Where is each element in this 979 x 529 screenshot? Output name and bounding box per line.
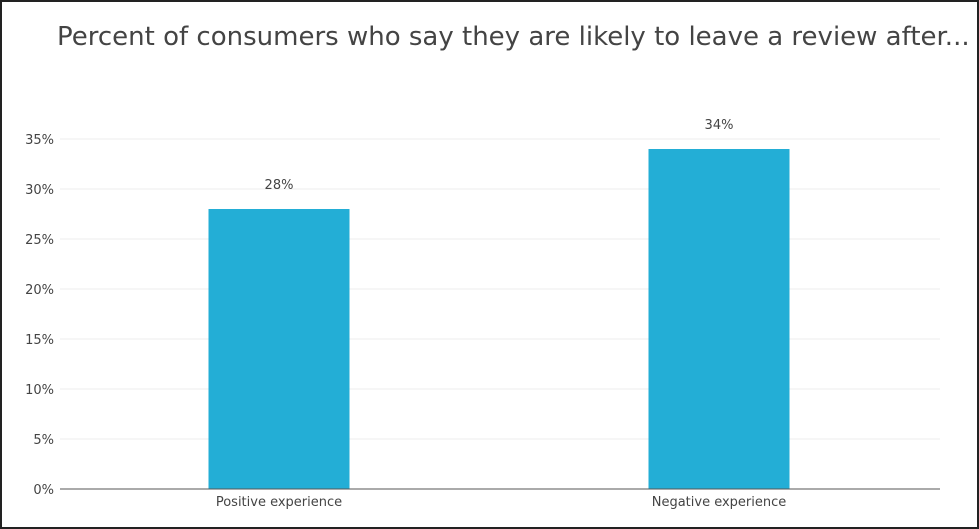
data-label: 34%	[705, 118, 734, 133]
y-tick-label: 15%	[25, 333, 54, 348]
data-label: 28%	[265, 178, 294, 193]
y-tick-label: 5%	[33, 433, 54, 448]
y-axis-ticks: 0% 5% 10% 15% 20% 25% 30% 35%	[25, 133, 54, 498]
bars	[208, 149, 790, 489]
x-category-label: Positive experience	[216, 495, 342, 510]
chart-title: Percent of consumers who say they are li…	[57, 22, 970, 52]
x-category-label: Negative experience	[652, 495, 787, 510]
bar-negative-experience	[648, 149, 790, 489]
bar-positive-experience	[208, 209, 350, 489]
grid-layer	[60, 138, 940, 440]
y-tick-label: 35%	[25, 133, 54, 148]
y-tick-label: 0%	[33, 483, 54, 498]
y-tick-label: 30%	[25, 183, 54, 198]
y-tick-label: 10%	[25, 383, 54, 398]
y-tick-label: 20%	[25, 283, 54, 298]
category-labels: Positive experience Negative experience	[216, 495, 786, 510]
data-labels: 28% 34%	[265, 118, 734, 193]
y-tick-label: 25%	[25, 233, 54, 248]
